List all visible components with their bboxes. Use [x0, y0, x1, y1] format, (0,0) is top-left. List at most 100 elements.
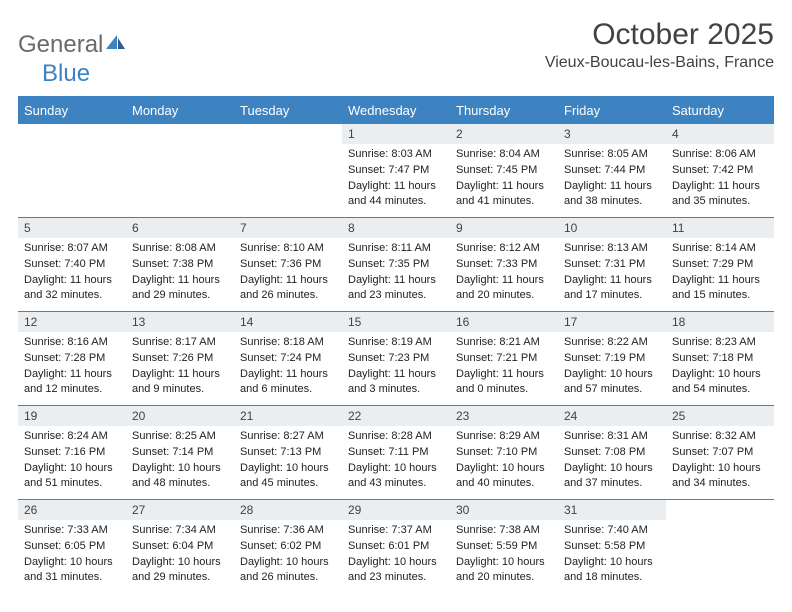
day-body: Sunrise: 8:28 AMSunset: 7:11 PMDaylight:… [342, 426, 450, 495]
calendar-day-cell [126, 124, 234, 218]
day-body: Sunrise: 7:37 AMSunset: 6:01 PMDaylight:… [342, 520, 450, 589]
calendar-day-cell: 27Sunrise: 7:34 AMSunset: 6:04 PMDayligh… [126, 500, 234, 594]
day-number: 7 [234, 218, 342, 238]
day-number: 18 [666, 312, 774, 332]
sunset-line: Sunset: 7:44 PM [564, 163, 660, 178]
day-body: Sunrise: 7:34 AMSunset: 6:04 PMDaylight:… [126, 520, 234, 589]
sunset-line: Sunset: 7:18 PM [672, 351, 768, 366]
day-number: 23 [450, 406, 558, 426]
daylight-line: Daylight: 10 hours and 43 minutes. [348, 461, 444, 491]
sunrise-line: Sunrise: 8:24 AM [24, 429, 120, 444]
sunset-line: Sunset: 6:05 PM [24, 539, 120, 554]
day-number: 8 [342, 218, 450, 238]
day-body: Sunrise: 8:03 AMSunset: 7:47 PMDaylight:… [342, 144, 450, 213]
day-body: Sunrise: 7:38 AMSunset: 5:59 PMDaylight:… [450, 520, 558, 589]
sunset-line: Sunset: 7:31 PM [564, 257, 660, 272]
sunset-line: Sunset: 7:10 PM [456, 445, 552, 460]
month-title: October 2025 [545, 18, 774, 52]
calendar-day-cell: 5Sunrise: 8:07 AMSunset: 7:40 PMDaylight… [18, 218, 126, 312]
weekday-header: Tuesday [234, 98, 342, 124]
day-body: Sunrise: 8:17 AMSunset: 7:26 PMDaylight:… [126, 332, 234, 401]
sunset-line: Sunset: 7:11 PM [348, 445, 444, 460]
day-body: Sunrise: 8:12 AMSunset: 7:33 PMDaylight:… [450, 238, 558, 307]
daylight-line: Daylight: 11 hours and 6 minutes. [240, 367, 336, 397]
calendar-day-cell: 4Sunrise: 8:06 AMSunset: 7:42 PMDaylight… [666, 124, 774, 218]
day-number: 10 [558, 218, 666, 238]
calendar-day-cell: 23Sunrise: 8:29 AMSunset: 7:10 PMDayligh… [450, 406, 558, 500]
day-number: 20 [126, 406, 234, 426]
sunrise-line: Sunrise: 7:34 AM [132, 523, 228, 538]
day-body: Sunrise: 8:11 AMSunset: 7:35 PMDaylight:… [342, 238, 450, 307]
sunrise-line: Sunrise: 7:37 AM [348, 523, 444, 538]
daylight-line: Daylight: 11 hours and 38 minutes. [564, 179, 660, 209]
day-body: Sunrise: 8:13 AMSunset: 7:31 PMDaylight:… [558, 238, 666, 307]
daylight-line: Daylight: 10 hours and 31 minutes. [24, 555, 120, 585]
calendar-day-cell: 31Sunrise: 7:40 AMSunset: 5:58 PMDayligh… [558, 500, 666, 594]
daylight-line: Daylight: 10 hours and 48 minutes. [132, 461, 228, 491]
day-body: Sunrise: 7:36 AMSunset: 6:02 PMDaylight:… [234, 520, 342, 589]
day-body: Sunrise: 8:31 AMSunset: 7:08 PMDaylight:… [558, 426, 666, 495]
sunrise-line: Sunrise: 8:11 AM [348, 241, 444, 256]
calendar-day-cell: 30Sunrise: 7:38 AMSunset: 5:59 PMDayligh… [450, 500, 558, 594]
day-number: 6 [126, 218, 234, 238]
brand-sail-icon [105, 34, 127, 52]
day-number: 30 [450, 500, 558, 520]
daylight-line: Daylight: 10 hours and 37 minutes. [564, 461, 660, 491]
title-block: October 2025 Vieux-Boucau-les-Bains, Fra… [545, 18, 774, 72]
daylight-line: Daylight: 11 hours and 0 minutes. [456, 367, 552, 397]
day-body: Sunrise: 8:08 AMSunset: 7:38 PMDaylight:… [126, 238, 234, 307]
sunrise-line: Sunrise: 8:10 AM [240, 241, 336, 256]
sunset-line: Sunset: 7:24 PM [240, 351, 336, 366]
sunrise-line: Sunrise: 8:14 AM [672, 241, 768, 256]
sunset-line: Sunset: 7:33 PM [456, 257, 552, 272]
day-body: Sunrise: 8:06 AMSunset: 7:42 PMDaylight:… [666, 144, 774, 213]
calendar-day-cell: 12Sunrise: 8:16 AMSunset: 7:28 PMDayligh… [18, 312, 126, 406]
sunrise-line: Sunrise: 8:23 AM [672, 335, 768, 350]
day-number: 17 [558, 312, 666, 332]
day-body: Sunrise: 8:10 AMSunset: 7:36 PMDaylight:… [234, 238, 342, 307]
day-body: Sunrise: 8:05 AMSunset: 7:44 PMDaylight:… [558, 144, 666, 213]
sunrise-line: Sunrise: 8:03 AM [348, 147, 444, 162]
sunrise-line: Sunrise: 8:08 AM [132, 241, 228, 256]
day-body: Sunrise: 8:21 AMSunset: 7:21 PMDaylight:… [450, 332, 558, 401]
calendar-page: General October 2025 Vieux-Boucau-les-Ba… [0, 0, 792, 604]
calendar-day-cell: 6Sunrise: 8:08 AMSunset: 7:38 PMDaylight… [126, 218, 234, 312]
calendar-day-cell: 3Sunrise: 8:05 AMSunset: 7:44 PMDaylight… [558, 124, 666, 218]
sunrise-line: Sunrise: 7:38 AM [456, 523, 552, 538]
brand-logo: General [18, 33, 127, 57]
calendar-week-row: 1Sunrise: 8:03 AMSunset: 7:47 PMDaylight… [18, 124, 774, 218]
sunrise-line: Sunrise: 8:12 AM [456, 241, 552, 256]
day-number: 15 [342, 312, 450, 332]
day-body: Sunrise: 8:18 AMSunset: 7:24 PMDaylight:… [234, 332, 342, 401]
sunset-line: Sunset: 7:29 PM [672, 257, 768, 272]
sunset-line: Sunset: 7:40 PM [24, 257, 120, 272]
calendar-day-cell: 1Sunrise: 8:03 AMSunset: 7:47 PMDaylight… [342, 124, 450, 218]
sunset-line: Sunset: 6:04 PM [132, 539, 228, 554]
calendar-day-cell: 22Sunrise: 8:28 AMSunset: 7:11 PMDayligh… [342, 406, 450, 500]
sunset-line: Sunset: 6:02 PM [240, 539, 336, 554]
daylight-line: Daylight: 10 hours and 40 minutes. [456, 461, 552, 491]
daylight-line: Daylight: 10 hours and 20 minutes. [456, 555, 552, 585]
calendar-day-cell: 24Sunrise: 8:31 AMSunset: 7:08 PMDayligh… [558, 406, 666, 500]
daylight-line: Daylight: 11 hours and 9 minutes. [132, 367, 228, 397]
daylight-line: Daylight: 11 hours and 35 minutes. [672, 179, 768, 209]
calendar-table: SundayMondayTuesdayWednesdayThursdayFrid… [18, 98, 774, 594]
weekday-header-row: SundayMondayTuesdayWednesdayThursdayFrid… [18, 98, 774, 124]
day-number: 4 [666, 124, 774, 144]
daylight-line: Daylight: 11 hours and 23 minutes. [348, 273, 444, 303]
sunrise-line: Sunrise: 8:17 AM [132, 335, 228, 350]
calendar-day-cell: 17Sunrise: 8:22 AMSunset: 7:19 PMDayligh… [558, 312, 666, 406]
sunset-line: Sunset: 6:01 PM [348, 539, 444, 554]
day-number: 5 [18, 218, 126, 238]
sunset-line: Sunset: 7:28 PM [24, 351, 120, 366]
sunset-line: Sunset: 7:26 PM [132, 351, 228, 366]
weekday-header: Thursday [450, 98, 558, 124]
weekday-header: Saturday [666, 98, 774, 124]
daylight-line: Daylight: 10 hours and 18 minutes. [564, 555, 660, 585]
daylight-line: Daylight: 11 hours and 41 minutes. [456, 179, 552, 209]
day-number: 1 [342, 124, 450, 144]
daylight-line: Daylight: 11 hours and 32 minutes. [24, 273, 120, 303]
sunrise-line: Sunrise: 8:21 AM [456, 335, 552, 350]
calendar-day-cell: 28Sunrise: 7:36 AMSunset: 6:02 PMDayligh… [234, 500, 342, 594]
day-number: 16 [450, 312, 558, 332]
